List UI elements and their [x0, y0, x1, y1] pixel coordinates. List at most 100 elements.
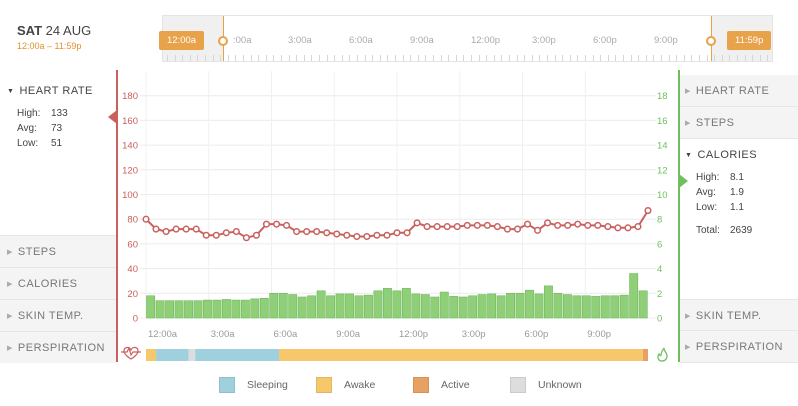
left-metric-panel: ▼ HEART RATE High: 133 Avg: 73 Low: 51 ▶ S…: [0, 75, 117, 363]
heart-rate-tick-label: 40: [127, 264, 138, 275]
heart-rate-point: [242, 234, 250, 242]
calories-bar: [364, 294, 373, 319]
timeline-tick: [607, 55, 609, 61]
calories-bar: [307, 295, 317, 319]
heart-rate-section[interactable]: ▼ HEART RATE High: 133 Avg: 73 Low: 51: [0, 75, 116, 235]
stat-label: Total:: [696, 225, 720, 236]
calories-title[interactable]: ▼ CALORIES: [685, 149, 758, 161]
heart-rate-point: [574, 220, 582, 228]
timeline-tick: [744, 55, 746, 61]
caret-right-icon: ▶: [685, 120, 691, 127]
heart-rate-point: [232, 228, 240, 236]
section-steps[interactable]: ▶ STEPS: [0, 235, 116, 267]
calories-bar: [373, 290, 383, 319]
legend-swatch: [219, 377, 235, 393]
legend-swatch: [316, 377, 332, 393]
section-perspiration[interactable]: ▶ PERSPIRATION: [0, 331, 116, 363]
timeline-tick: [288, 55, 290, 61]
calories-avg: 1.9: [730, 187, 744, 198]
heart-rate-point: [413, 219, 421, 227]
timeline-tick: [592, 55, 594, 61]
caret-down-icon: ▼: [7, 88, 15, 95]
stat-label: Low:: [17, 138, 39, 149]
timeline-tick: [189, 55, 191, 61]
activity-segment-unknown: [188, 349, 196, 361]
timeline-tick: [600, 55, 602, 61]
end-time-handle[interactable]: 11:59p: [727, 31, 772, 50]
calories-bar: [496, 295, 506, 319]
legend-label: Unknown: [538, 379, 582, 391]
x-tick-label: 6:00p: [525, 329, 549, 340]
calories-bar: [439, 291, 449, 319]
timeline-tick: [197, 55, 199, 61]
heart-rate-point: [604, 223, 612, 231]
heart-rate-point: [564, 221, 572, 229]
timeline-tick: [281, 55, 282, 61]
heart-rate-point: [363, 232, 371, 241]
heart-rate-point: [393, 229, 401, 237]
timeline-tick: [182, 55, 184, 61]
calories-bar: [146, 295, 156, 319]
heart-rate-ticks: 0 20 40 60 80 100 120 140 160 180: [122, 91, 138, 324]
caret-right-icon: ▶: [7, 281, 13, 288]
heart-monitor-icon: [121, 346, 141, 360]
timeline-tick: [638, 55, 640, 61]
activity-segment-awake: [146, 349, 157, 361]
timeline-tick: [501, 55, 503, 61]
legend-label: Awake: [344, 379, 376, 391]
calories-section[interactable]: ▼ CALORIES High: 8.1 Avg: 1.9 Low: 1.1 To…: [680, 139, 798, 299]
heart-rate-point: [614, 224, 622, 232]
timeline-label: :00a: [233, 35, 252, 46]
flame-icon: [657, 347, 668, 362]
timeline-ticks: [163, 53, 772, 61]
start-handle-knob[interactable]: [218, 36, 228, 46]
calories-ticks: 0 2 4 6 8 10 12 14 16 18: [657, 91, 668, 324]
heart-rate-tick-label: 100: [122, 190, 138, 201]
calories-bar: [335, 293, 345, 319]
heart-rate-calories-chart[interactable]: 0 20 40 60 80 100 120 140 160 180 0 2 4 6 8 10 12 14 16 18…: [0, 0, 798, 370]
calories-bar: [250, 298, 260, 319]
timeline-tick: [402, 55, 404, 61]
timeline-tick: [319, 55, 320, 61]
day-header: SAT 24 AUG 12:00a – 11:59p :00a 3:00a 6:…: [0, 0, 798, 70]
heart-rate-point: [483, 221, 491, 229]
timeline-tick: [737, 55, 738, 61]
timeline-label: 6:00p: [593, 35, 617, 46]
section-skin-temp[interactable]: ▶ SKIN TEMP.: [680, 299, 798, 331]
heart-rate-point: [544, 219, 552, 227]
timeline-tick: [463, 55, 465, 61]
section-calories[interactable]: ▶ CALORIES: [0, 267, 116, 299]
calories-bar: [240, 299, 250, 319]
section-heart-rate[interactable]: ▶ HEART RATE: [680, 75, 798, 107]
calories-bar: [600, 295, 610, 319]
heart-rate-avg: 73: [51, 123, 63, 134]
timeline-tick: [562, 55, 564, 61]
timeline-tick: [623, 55, 624, 61]
start-time-handle[interactable]: 12:00a: [159, 31, 205, 50]
heart-rate-point: [493, 223, 501, 231]
calories-bar: [392, 290, 402, 319]
timeline-tick: [478, 55, 480, 61]
section-steps[interactable]: ▶ STEPS: [680, 107, 798, 139]
timeline-tick: [258, 55, 260, 61]
calories-bar: [203, 299, 212, 319]
timeline-tick: [303, 55, 305, 61]
calories-bar: [525, 289, 534, 319]
activity-segment-awake: [279, 349, 643, 361]
time-range-slider[interactable]: :00a 3:00a 6:00a 9:00a 12:00p 3:00p 6:00…: [159, 15, 773, 62]
timeline-tick: [630, 55, 632, 61]
heart-rate-tick-label: 180: [122, 91, 138, 102]
calories-bar: [487, 293, 497, 319]
timeline-tick: [661, 55, 662, 61]
end-handle-knob[interactable]: [706, 36, 716, 46]
section-skin-temp[interactable]: ▶ SKIN TEMP.: [0, 299, 116, 331]
timeline-tick: [235, 55, 237, 61]
calories-tick-label: 6: [657, 239, 662, 250]
calories-tick-label: 14: [657, 141, 668, 152]
heart-rate-point: [212, 231, 220, 239]
timeline-tick: [273, 55, 275, 61]
stat-label: Avg:: [17, 123, 37, 134]
section-perspiration[interactable]: ▶ PERSPIRATION: [680, 331, 798, 363]
heart-rate-title[interactable]: ▼ HEART RATE: [7, 85, 93, 97]
heart-rate-axis-pointer: [108, 110, 117, 124]
